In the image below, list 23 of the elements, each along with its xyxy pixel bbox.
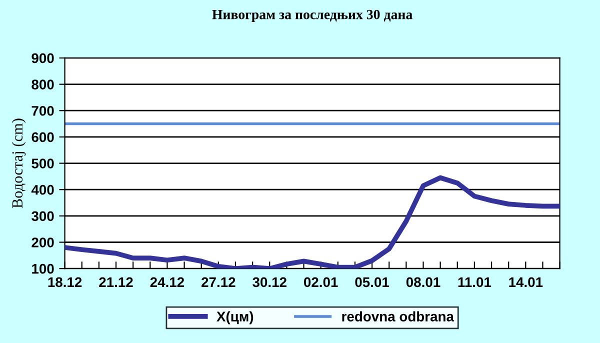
y-tick-label: 100	[32, 264, 54, 274]
x-tick-label: 08.01	[406, 277, 440, 288]
x-tick-label: 11.01	[458, 277, 492, 288]
y-axis-title: Водостај (cm)	[12, 118, 26, 208]
y-tick-label: 800	[32, 80, 54, 90]
legend-label: redovna odbrana	[342, 311, 454, 322]
y-tick-label: 600	[32, 132, 54, 142]
x-tick-label: 14.01	[509, 277, 543, 288]
legend-label: X(цм)	[216, 311, 254, 324]
y-tick-label: 200	[32, 238, 54, 248]
x-tick-label: 05.01	[355, 277, 390, 288]
y-tick-label: 400	[31, 184, 54, 195]
x-tick-label: 18.12	[48, 277, 82, 288]
x-tick-label: 27.12	[202, 277, 236, 287]
x-tick-label: 24.12	[150, 277, 184, 287]
x-tick-label: 02.01	[304, 277, 338, 288]
y-tick-label: 500	[32, 158, 54, 168]
y-tick-label: 700	[32, 106, 54, 116]
x-tick-label: 21.12	[99, 277, 133, 287]
x-tick-label: 30.12	[252, 277, 286, 288]
chart-title: Нивограм за последњих 30 дана	[212, 10, 412, 22]
y-tick-label: 300	[32, 211, 54, 222]
y-tick-label: 900	[32, 53, 54, 64]
